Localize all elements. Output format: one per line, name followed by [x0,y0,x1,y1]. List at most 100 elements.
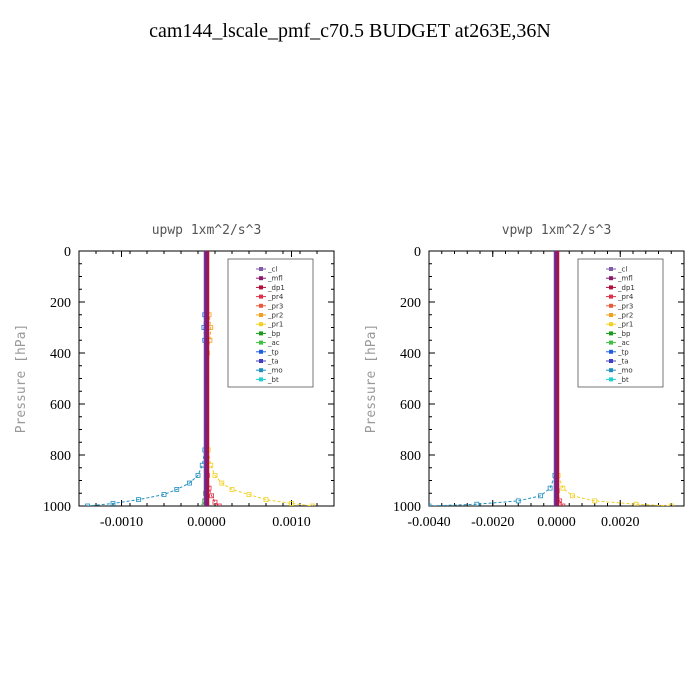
series-point-pr1 [310,503,316,506]
legend-entry: _bp [617,330,631,338]
legend-entry: _tp [617,348,629,356]
legend-marker [259,322,263,327]
series-point-mo [85,503,90,506]
legend-entry: _pr3 [267,302,283,310]
legend-marker [609,340,613,345]
y-tick-label: 800 [400,449,421,464]
series-point-pr1 [229,487,235,492]
legend-marker [259,303,263,308]
legend-marker [259,285,263,290]
y-tick-label: 400 [400,347,421,362]
y-tick-label: 200 [400,296,421,311]
series-line-mo [87,251,207,506]
legend-entry: _mfl [617,275,633,283]
y-axis-label: Pressure [hPa] [364,324,379,434]
series-point-pr4 [209,493,215,499]
legend-marker [259,349,263,354]
series-point-pr1 [570,493,575,499]
y-tick-label: 600 [50,398,71,413]
series-point-mo [161,492,167,497]
legend-marker [259,377,263,382]
series-line-mo [429,251,557,506]
series-point-pr4 [212,499,218,505]
x-tick-label: 0.0020 [601,515,640,530]
legend-marker [609,368,613,373]
series-point-pr1 [668,503,674,506]
legend-entry: _pr1 [617,321,633,329]
legend-entry: _pr3 [617,302,633,310]
series-point-pr1 [289,501,294,506]
series-point-mo [474,501,480,506]
series-group [85,251,316,506]
y-tick-label: 0 [414,245,421,260]
series-point-mo [199,462,205,468]
legend-box [227,258,314,388]
legend-entry: _cl [267,266,277,274]
page-title: cam144_lscale_pmf_c70.5 BUDGET at263E,36… [149,20,551,42]
legend-marker [609,276,613,281]
legend-marker [609,377,613,382]
legend-marker [609,359,613,363]
y-tick-label: 0 [64,245,71,260]
series-point-mo [538,493,543,499]
legend-entry: _pr2 [267,312,283,320]
legend-marker [259,340,263,345]
series-point-mo [187,480,192,486]
legend-marker [259,313,263,317]
legend-entry: _bp [267,330,281,338]
legend-marker [259,294,263,299]
legend-marker [259,267,263,271]
series-point-pr1 [212,472,218,478]
legend-entry: _pr4 [267,293,284,301]
legend: _cl_mfl_dp1_pr4_pr3_pr2_pr1_bp_ac_tp_ta_… [227,258,314,388]
legend-entry: _pr2 [617,312,633,320]
series-point-mfl [204,251,209,254]
legend-marker [259,368,263,373]
series-point-pr4 [216,503,222,506]
legend-entry: _dp1 [267,284,285,292]
series-point-mo [174,487,180,492]
series-point-pr4 [560,503,566,506]
legend-marker [609,294,613,299]
legend-marker [609,303,613,308]
legend-marker [609,331,613,336]
series-point-pr1 [560,485,566,491]
legend-entry: _bt [617,376,629,384]
series-point-pr1 [219,480,225,486]
x-tick-label: 0.0010 [272,515,311,530]
series-point-pr1 [246,492,252,497]
legend-marker [609,285,613,290]
legend-entry: _ta [617,358,629,366]
series-point-mfl [554,251,559,254]
legend-marker [609,322,613,327]
legend-entry: _tp [267,348,279,356]
legend-marker [259,276,263,281]
series-group [429,251,674,506]
legend-marker [259,331,263,336]
legend-marker [609,267,613,271]
series-point-mo [515,498,521,504]
y-tick-label: 800 [50,449,71,464]
y-tick-label: 1000 [393,500,421,515]
series-point-pr1 [208,462,214,468]
series-point-mo [136,497,141,503]
series-point-mfl [554,503,559,506]
y-tick-label: 1000 [43,500,71,515]
legend-entry: _pr1 [267,321,283,329]
y-tick-label: 400 [50,347,71,362]
panel-title: vpwp 1xm^2/s^3 [502,223,612,238]
legend-entry: _ac [267,339,280,347]
legend-box [577,258,664,388]
legend-entry: _dp1 [617,284,635,292]
legend-entry: _bt [267,376,279,384]
legend-entry: _mfl [267,275,283,283]
x-tick-label: -0.0020 [471,515,514,530]
series-point-pr1 [633,501,639,506]
x-tick-label: -0.0010 [100,515,143,530]
y-axis-label: Pressure [hPa] [14,324,29,434]
legend-marker [609,349,613,354]
panel-title: upwp 1xm^2/s^3 [152,223,262,238]
legend-marker [259,359,263,363]
series-point-pr1 [263,497,269,503]
